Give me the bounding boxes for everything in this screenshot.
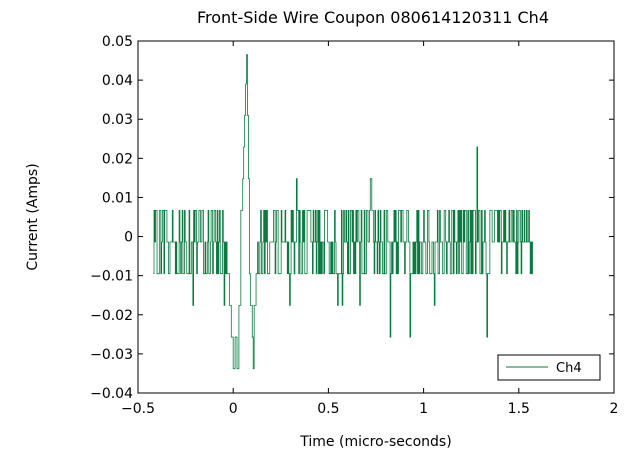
y-tick-label: −0.04 — [90, 386, 133, 402]
y-tick-label: 0.02 — [102, 151, 133, 167]
x-tick-label: 0 — [229, 401, 238, 417]
x-tick-label: 1.5 — [508, 401, 530, 417]
y-tick-label: −0.02 — [90, 308, 133, 324]
x-axis-label: Time (micro-seconds) — [299, 434, 451, 450]
x-tick-label: 2 — [610, 401, 619, 417]
y-tick-label: 0 — [124, 230, 133, 246]
legend: Ch4 — [497, 354, 601, 381]
y-tick-label: 0.01 — [102, 190, 133, 206]
y-tick-label: −0.03 — [90, 347, 133, 363]
chart-title: Front-Side Wire Coupon 080614120311 Ch4 — [197, 8, 549, 27]
y-tick-label: 0.03 — [102, 112, 133, 128]
x-tick-label: 1 — [419, 401, 428, 417]
series-line-ch4 — [153, 54, 534, 370]
y-tick-label: 0.04 — [102, 73, 133, 89]
y-axis-label: Current (Amps) — [25, 163, 41, 270]
x-axis: −0.5 0 0.5 1 1.5 2 — [121, 41, 618, 417]
legend-entry-ch4: Ch4 — [556, 361, 582, 376]
series-ch4 — [153, 54, 534, 370]
y-tick-label: −0.01 — [90, 269, 133, 285]
y-axis: −0.04 −0.03 −0.02 −0.01 0 0.01 0.02 0.03 0.04 0.0… — [90, 34, 614, 402]
y-tick-label: 0.05 — [102, 34, 133, 50]
x-tick-label: 0.5 — [317, 401, 339, 417]
x-tick-label: −0.5 — [121, 401, 155, 417]
